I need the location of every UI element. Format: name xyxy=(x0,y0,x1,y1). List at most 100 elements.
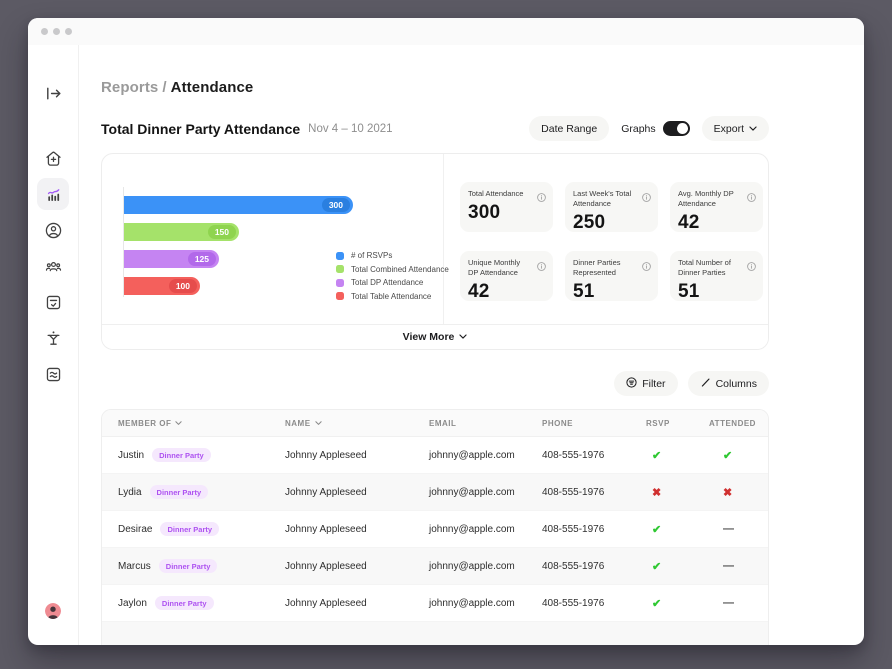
stat-value: 51 xyxy=(573,280,595,302)
cell-email: johnny@apple.com xyxy=(429,486,515,498)
column-header-phone: PHONE xyxy=(542,419,646,428)
date-range-text: Nov 4 – 10 2021 xyxy=(308,122,393,135)
member-badge: Dinner Party xyxy=(154,596,214,610)
funnel-icon xyxy=(44,329,63,348)
chart-bar-row: 125 xyxy=(124,250,353,268)
main-content: Reports / Attendance Total Dinner Party At… xyxy=(79,45,864,645)
date-range-button[interactable]: Date Range xyxy=(529,116,610,141)
info-icon[interactable] xyxy=(747,258,756,276)
info-icon[interactable] xyxy=(642,189,651,207)
column-header-label: ATTENDED xyxy=(709,418,756,428)
traffic-light-zoom-icon[interactable] xyxy=(65,28,72,35)
window-titlebar xyxy=(28,18,864,45)
toggle-knob xyxy=(676,123,688,134)
table-row[interactable]: Marcus Dinner Party Johnny Appleseed johnny… xyxy=(102,548,768,585)
column-header-attended: ATTENDED xyxy=(709,419,768,428)
table-row[interactable]: Lydia Dinner Party Johnny Appleseed johnny@… xyxy=(102,474,768,511)
table-controls: Filter Columns xyxy=(101,371,769,396)
breadcrumb-section[interactable]: Reports xyxy=(101,79,159,96)
legend-item: Total Combined Attendance xyxy=(336,263,449,277)
member-badge: Dinner Party xyxy=(152,448,211,462)
sidebar-item-reports[interactable] xyxy=(37,178,69,210)
column-header-email: EMAIL xyxy=(429,419,542,428)
sidebar-item-profile[interactable] xyxy=(37,214,69,246)
sidebar-item-notes[interactable] xyxy=(37,286,69,318)
column-header-rsvp: RSVP xyxy=(646,419,709,428)
bar-chart: 300 150 125 100 # of RSVPs Total Combined At… xyxy=(102,154,449,324)
chevron-down-icon xyxy=(459,331,468,343)
users-group-icon xyxy=(44,257,63,276)
info-icon[interactable] xyxy=(747,189,756,207)
chart-bar-row: 150 xyxy=(124,223,353,241)
check-icon: ✔ xyxy=(652,449,662,462)
column-header-name[interactable]: NAME xyxy=(285,419,429,428)
info-icon[interactable] xyxy=(537,258,546,276)
chart-bar-value-label: 100 xyxy=(168,279,197,293)
filter-icon xyxy=(626,376,637,391)
stat-label: Unique Monthly DP Attendance xyxy=(468,258,521,277)
columns-button[interactable]: Columns xyxy=(687,371,769,396)
breadcrumb-current: Attendance xyxy=(170,79,254,96)
attendance-summary-card: 300 150 125 100 # of RSVPs Total Combined At… xyxy=(101,153,769,350)
view-more-button[interactable]: View More xyxy=(102,324,768,349)
sidebar-item-community[interactable] xyxy=(37,250,69,282)
dash-icon: — xyxy=(723,523,734,535)
check-icon: ✔ xyxy=(652,597,662,610)
cell-attended: ✔ xyxy=(709,449,768,462)
cell-phone: 408-555-1976 xyxy=(542,560,605,572)
info-icon[interactable] xyxy=(642,258,651,276)
legend-swatch-icon xyxy=(336,251,344,260)
sidebar-item-filter[interactable] xyxy=(37,322,69,354)
stat-card: Avg. Monthly DP Attendance 42 xyxy=(670,182,763,233)
cell-member-of: Desirae Dinner Party xyxy=(102,522,285,536)
sidebar-item-inbox[interactable] xyxy=(37,358,69,390)
dash-icon: — xyxy=(723,597,734,609)
graphs-toggle[interactable] xyxy=(662,121,690,136)
cell-phone: 408-555-1976 xyxy=(542,523,605,535)
cell-name: Johnny Appleseed xyxy=(285,486,367,498)
traffic-light-minimize-icon[interactable] xyxy=(53,28,60,35)
inbox-waves-icon xyxy=(44,365,63,384)
page-title: Total Dinner Party Attendance xyxy=(101,120,301,137)
cell-name: Johnny Appleseed xyxy=(285,449,367,461)
cell-email: johnny@apple.com xyxy=(429,523,515,535)
table-row[interactable]: Justin Dinner Party Johnny Appleseed johnny… xyxy=(102,437,768,474)
sort-chevron-icon xyxy=(175,419,183,428)
sidebar-collapse-button[interactable] xyxy=(37,77,69,109)
sidebar-item-home[interactable] xyxy=(37,142,69,174)
cell-rsvp: ✔ xyxy=(646,597,709,610)
x-icon: ✖ xyxy=(652,486,662,499)
member-badge: Dinner Party xyxy=(158,559,218,573)
filter-button[interactable]: Filter xyxy=(614,371,678,396)
cell-name: Johnny Appleseed xyxy=(285,597,367,609)
table-row[interactable]: Desirae Dinner Party Johnny Appleseed johnn… xyxy=(102,511,768,548)
column-header-member-of[interactable]: MEMBER OF xyxy=(102,419,285,428)
sidebar-toggle-icon xyxy=(44,84,63,103)
chart-bar-2: 150 xyxy=(124,223,239,241)
stat-value: 300 xyxy=(468,201,501,223)
member-badge: Dinner Party xyxy=(160,522,220,536)
analytics-chart-icon xyxy=(44,185,63,204)
legend-swatch-icon xyxy=(336,292,344,301)
user-avatar[interactable] xyxy=(45,603,61,619)
sort-chevron-icon xyxy=(314,419,322,428)
dash-icon: — xyxy=(723,560,734,572)
edit-pencil-icon xyxy=(700,377,711,391)
cell-name: Johnny Appleseed xyxy=(285,523,367,535)
cell-attended: ✖ xyxy=(709,486,768,499)
export-button-label: Export xyxy=(713,122,744,135)
info-icon[interactable] xyxy=(537,189,546,207)
table-row[interactable]: Jaylon Dinner Party Johnny Appleseed johnny… xyxy=(102,585,768,622)
stat-label: Total Number of Dinner Parties xyxy=(678,258,731,277)
home-icon xyxy=(44,149,63,168)
legend-label: Total DP Attendance xyxy=(351,278,424,288)
traffic-light-close-icon[interactable] xyxy=(41,28,48,35)
graphs-toggle-group: Graphs xyxy=(621,121,690,136)
stat-value: 42 xyxy=(468,280,490,302)
chart-bar-row: 100 xyxy=(124,277,353,295)
sidebar xyxy=(28,45,79,645)
legend-swatch-icon xyxy=(336,265,344,274)
breadcrumb-divider: / xyxy=(162,79,167,96)
export-button[interactable]: Export xyxy=(701,116,769,141)
cell-member-of: Justin Dinner Party xyxy=(102,448,285,462)
